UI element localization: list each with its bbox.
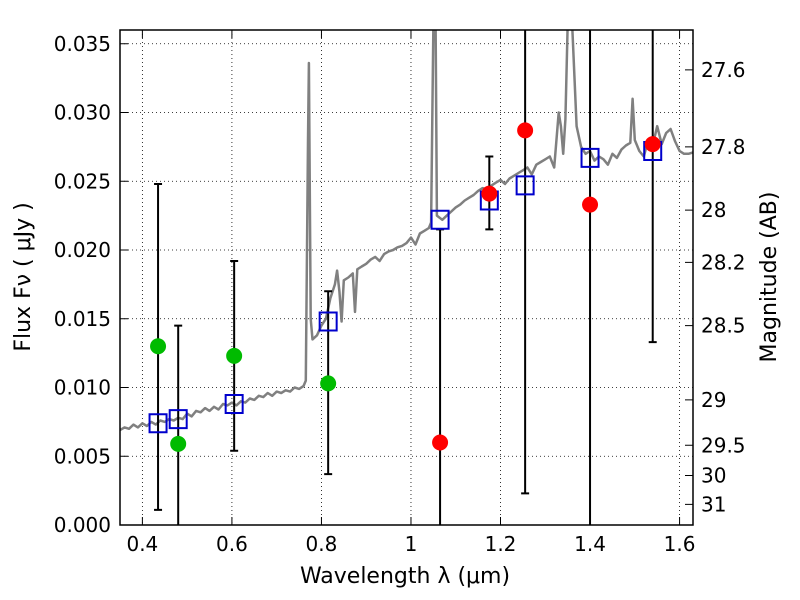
y-axis-label-right: Magnitude (AB) (757, 192, 782, 363)
y-tick-label: 0.020 (54, 238, 111, 262)
x-tick-label: 1.4 (574, 532, 606, 556)
spectrum-line (120, 30, 693, 432)
y-tick-label: 0.025 (54, 169, 111, 193)
model-photometry-square (430, 209, 450, 230)
red-data-point (432, 434, 449, 451)
x-tick-label: 0.8 (306, 532, 338, 556)
green-data-point (150, 338, 167, 355)
green-data-point (170, 435, 187, 452)
tick-marks (120, 30, 693, 526)
model-photometry-square (168, 409, 188, 430)
green-data-point (320, 375, 337, 392)
red-data-point (644, 136, 661, 153)
detection-points-layer (150, 122, 661, 452)
magnitude-tick-label: 30 (701, 464, 726, 488)
x-axis-label: Wavelength λ (μm) (300, 564, 510, 589)
magnitude-tick-label: 28.5 (701, 314, 746, 338)
y-axis-label-left: Flux Fν ( μJy ) (11, 202, 36, 351)
green-data-point (226, 347, 243, 364)
model-photometry-square (224, 394, 244, 414)
magnitude-tick-label: 28 (701, 198, 726, 222)
y-tick-label: 0.010 (54, 376, 111, 400)
y-tick-label: 0.000 (54, 513, 111, 537)
x-tick-label: 1 (405, 532, 418, 556)
grid-lines (120, 30, 693, 526)
red-data-point (481, 185, 498, 202)
model-photometry-square (580, 147, 600, 168)
x-tick-label: 1.6 (664, 532, 696, 556)
y-tick-label: 0.005 (54, 444, 111, 468)
model-photometry-layer (148, 141, 663, 434)
magnitude-tick-label: 28.2 (701, 250, 746, 274)
x-tick-label: 0.4 (126, 532, 158, 556)
red-data-point (582, 196, 599, 213)
x-tick-label: 1.2 (485, 532, 517, 556)
model-photometry-square (318, 311, 338, 332)
red-data-point (517, 122, 534, 139)
y-tick-label: 0.015 (54, 307, 111, 331)
y-tick-label: 0.035 (54, 32, 111, 56)
axes-frame (119, 29, 694, 526)
magnitude-tick-label: 29.5 (701, 433, 746, 457)
model-photometry-square (515, 175, 535, 196)
magnitude-tick-label: 27.8 (701, 135, 746, 159)
y-tick-label: 0.030 (54, 101, 111, 125)
error-bar-layer (154, 30, 657, 525)
magnitude-tick-label: 29 (701, 388, 726, 412)
x-tick-label: 0.6 (216, 532, 248, 556)
tick-labels: 0.4 0.6 0.8 1 1.2 1.4 1.6 0.000 0.005 0.010 0.015 0… (54, 32, 746, 556)
magnitude-tick-label: 31 (701, 492, 726, 516)
plot-frame (119, 29, 694, 526)
magnitude-tick-label: 27.6 (701, 58, 746, 82)
spectrum-layer (120, 30, 693, 432)
model-photometry-square (148, 413, 168, 434)
